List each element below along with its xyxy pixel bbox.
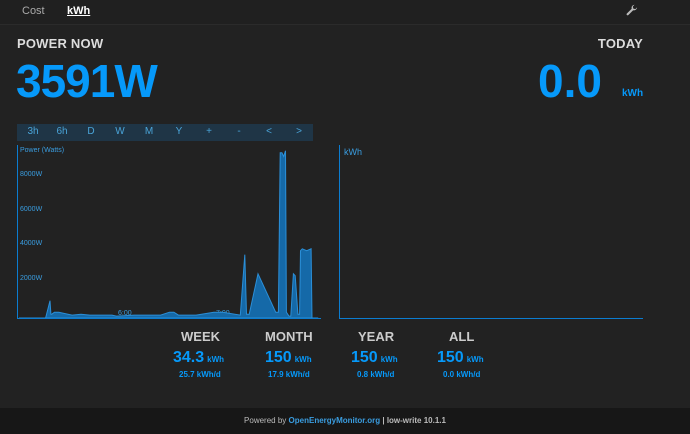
power-series-area: [19, 150, 319, 318]
footer-separator: |: [382, 416, 385, 425]
stat-month-daily: 17.9 kWh/d: [268, 370, 310, 379]
y-tick-label: 2000W: [20, 275, 43, 282]
stat-all-daily: 0.0 kWh/d: [443, 370, 481, 379]
stat-year-label: YEAR: [358, 329, 395, 344]
top-nav-bar: Cost kWh: [0, 0, 690, 25]
range-day-button[interactable]: D: [87, 126, 95, 137]
y-tick-label: 6000W: [20, 206, 43, 213]
stat-all-value: 150 kWh: [437, 349, 484, 366]
kwh-graph-title: kWh: [344, 147, 362, 157]
power-graph-title: Power (Watts): [20, 147, 65, 154]
stat-week-label: WEEK: [181, 329, 220, 344]
y-tick-label: 8000W: [20, 171, 43, 178]
wrench-icon[interactable]: [626, 4, 638, 19]
range-week-button[interactable]: W: [115, 126, 125, 137]
power-now-label: POWER NOW: [17, 36, 104, 51]
zoom-in-button[interactable]: +: [206, 126, 212, 137]
footer-prefix: Powered by: [244, 416, 287, 425]
y-tick-label: 4000W: [20, 240, 43, 247]
stat-week-value: 34.3 kWh: [173, 349, 225, 366]
pan-left-button[interactable]: <: [266, 126, 272, 137]
tab-cost[interactable]: Cost: [22, 5, 45, 17]
power-now-value: 3591W: [16, 55, 158, 107]
kwh-graph[interactable]: kWh: [339, 145, 643, 319]
range-6h-button[interactable]: 6h: [56, 126, 68, 137]
range-3h-button[interactable]: 3h: [27, 126, 39, 137]
footer-link[interactable]: OpenEnergyMonitor.org: [288, 416, 381, 425]
time-range-toolbar: 3h 6h D W M Y + - < >: [17, 124, 313, 141]
range-year-button[interactable]: Y: [175, 126, 183, 137]
power-graph-plot: [19, 150, 319, 318]
x-tick-label: 6:00: [118, 310, 132, 317]
zoom-out-button[interactable]: -: [237, 126, 241, 137]
range-month-button[interactable]: M: [144, 126, 154, 137]
today-label: TODAY: [597, 36, 643, 51]
footer-version: low-write 10.1.1: [386, 416, 446, 425]
stat-year-daily: 0.8 kWh/d: [357, 370, 395, 379]
today-value: 0.0: [538, 55, 602, 107]
power-graph[interactable]: Power (Watts) 8000W 6000W 4000W 2000W 6:…: [17, 145, 321, 319]
tab-kwh[interactable]: kWh: [67, 5, 91, 17]
today-unit: kWh: [622, 88, 644, 99]
stat-all-label: ALL: [449, 329, 475, 344]
pan-right-button[interactable]: >: [296, 126, 302, 137]
stat-month-value: 150 kWh: [265, 349, 312, 366]
stat-year-value: 150 kWh: [351, 349, 398, 366]
stat-week-daily: 25.7 kWh/d: [179, 370, 221, 379]
footer: Powered by OpenEnergyMonitor.org | low-w…: [0, 408, 690, 434]
stat-month-label: MONTH: [265, 329, 313, 344]
